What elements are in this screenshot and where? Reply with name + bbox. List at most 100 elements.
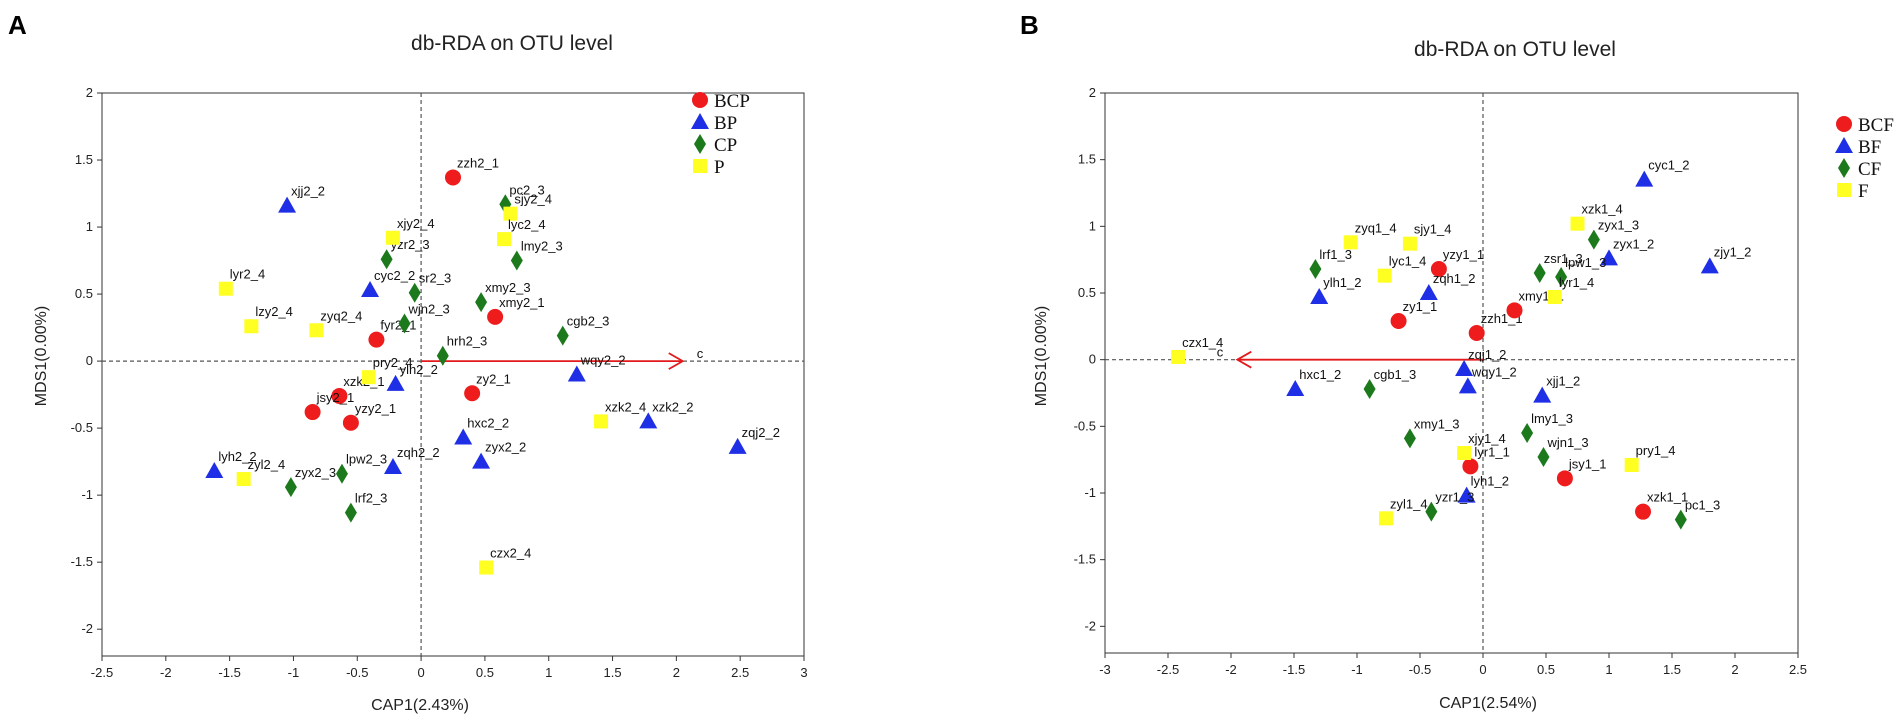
data-point [1390,313,1407,329]
point-label: lzy2_4 [255,304,293,319]
y-tick-label: 2 [86,85,93,100]
point-label: zyq1_4 [1355,220,1397,235]
data-point [1378,511,1393,526]
point-label: pry1_4 [1636,443,1676,458]
point-label: xmy2_1 [499,295,545,310]
legend-marker [691,113,709,129]
legend-entry: BF [1858,137,1881,158]
panel-b-y-axis-label: MDS1(0.00%) [1033,306,1050,406]
data-point [567,365,586,382]
data-point [361,281,380,298]
point-label: hxc2_2 [467,416,509,431]
point-label: xmy2_3 [485,280,531,295]
data-point [380,249,393,270]
point-label: zyx1_2 [1613,236,1654,251]
point-label: lyh2_2 [218,449,256,464]
data-point [1309,259,1322,279]
point-label: xjy1_4 [1468,431,1506,446]
data-point [594,414,609,429]
x-tick-label: 0.5 [1537,662,1555,677]
data-point [309,323,324,338]
data-point [1171,350,1186,364]
point-label: zzh2_1 [457,155,499,170]
data-point [1430,261,1447,277]
y-tick-label: -1.5 [1074,552,1096,567]
data-point [1457,486,1476,503]
x-tick-label: 1.5 [1663,662,1681,677]
y-tick-label: -2 [81,621,93,636]
y-tick-label: -1 [1084,485,1096,500]
data-point [236,472,251,487]
arrow-label: c [697,346,704,361]
point-label: xjj2_2 [291,184,325,199]
x-tick-label: -1 [288,665,300,680]
data-point [1570,216,1585,231]
x-tick-label: 0 [1479,662,1486,677]
point-label: lyh1_2 [1471,474,1509,489]
data-point [454,428,473,445]
data-point [497,232,512,247]
x-tick-label: 2.5 [731,665,749,680]
point-label: zjy1_2 [1714,244,1752,259]
y-tick-label: 0.5 [75,286,93,301]
data-point [205,462,224,479]
x-tick-label: -2 [1225,662,1237,677]
point-label: ylh2_2 [400,362,438,377]
point-label: xzk1_1 [1647,490,1688,505]
x-tick-label: 1 [545,665,552,680]
data-point [1674,509,1687,530]
point-label: xzk2_2 [652,399,693,414]
point-label: czx2_4 [490,546,531,561]
data-point [1533,263,1546,283]
y-tick-label: -1.5 [71,554,93,569]
point-label: sjy2_4 [514,192,552,207]
point-label: pc1_3 [1685,498,1720,513]
x-tick-label: 0.5 [476,665,494,680]
point-label: lpw2_3 [346,452,387,467]
point-label: zyx2_3 [295,465,336,480]
arrow-head [1235,350,1252,369]
point-label: lmy2_3 [521,239,563,254]
x-tick-label: 0 [417,665,424,680]
point-label: yzr1_3 [1435,490,1474,505]
legend-marker [1836,116,1852,132]
legend-marker [1837,183,1851,197]
legend-entry: BCF [1858,115,1894,136]
data-point [1403,428,1416,449]
point-label: lyr1_4 [1559,275,1594,290]
point-label: lrf2_3 [355,491,388,506]
point-label: hxc1_2 [1299,367,1341,382]
data-point [1587,229,1600,250]
point-label: xjj1_2 [1546,374,1580,389]
data-point [1310,288,1329,304]
panel-b-ticks: -3 -2.5 -2 -1.5 -1 -0.5 0 0.5 1 1.5 2 2.5 2 1.5 1 0.5 0 -… [1074,85,1807,677]
point-label: wjn1_3 [1546,435,1588,450]
panel-a-constraint-arrow: c [421,346,704,370]
legend-entry: CP [714,135,737,156]
x-tick-label: 1.5 [604,665,622,680]
data-point [386,374,405,391]
data-point [1425,501,1438,522]
arrow-label: c [1217,345,1224,360]
data-point [1377,268,1392,283]
y-tick-label: 0 [1089,352,1096,367]
data-point [1600,249,1618,266]
point-label: fyr2_1 [380,318,416,333]
data-point [436,345,449,366]
data-point [1556,470,1573,487]
data-point [408,282,421,303]
point-label: zqh2_2 [397,445,440,460]
data-point [386,230,401,245]
data-point [556,325,569,346]
point-label: yzy1_1 [1443,247,1484,262]
point-label: zqj2_2 [742,425,780,440]
data-point [1458,377,1477,394]
panel-b-x-axis-label: CAP1(2.54%) [1439,695,1537,712]
y-tick-label: -0.5 [71,420,93,435]
data-point [487,308,504,325]
y-tick-label: 1.5 [75,152,93,167]
data-point [1635,170,1654,187]
point-label: cyc2_2 [374,268,415,283]
